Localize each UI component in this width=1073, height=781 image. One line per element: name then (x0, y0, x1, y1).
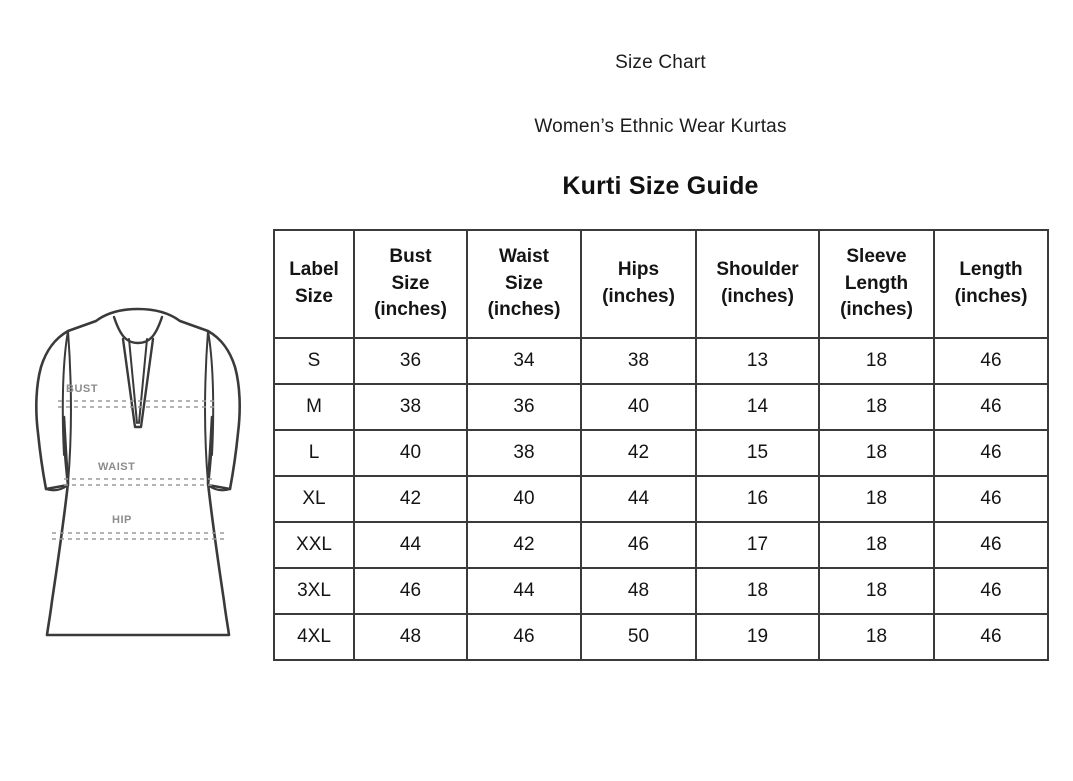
table-row: 4XL 48 46 50 19 18 46 (273, 613, 1049, 661)
size-table: Label Size Bust Size (inches) Waist Size (inche… (273, 229, 1049, 661)
waist-measure-label: WAIST (98, 461, 135, 473)
column-header-line: (inches) (721, 286, 794, 307)
cell-waist: 34 (466, 337, 582, 385)
cell-label-size: S (273, 337, 355, 385)
cell-label-size: L (273, 429, 355, 477)
cell-sleeve_length: 18 (818, 475, 935, 523)
column-header-line: Shoulder (716, 259, 799, 281)
size-table-body: S 36 34 38 13 18 46 M 38 36 40 14 18 46 L 40 38 42 15 18 46 X… (273, 337, 1049, 661)
cell-sleeve_length: 18 (818, 613, 935, 661)
cell-shoulder: 19 (695, 613, 820, 661)
column-header-bust: Bust Size (inches) (353, 229, 468, 339)
size-table-header: Label Size Bust Size (inches) Waist Size (inche… (273, 229, 1049, 339)
size-table-container: Label Size Bust Size (inches) Waist Size (inche… (273, 229, 1049, 661)
column-header-line: Length (844, 272, 909, 294)
cell-length: 46 (933, 475, 1049, 523)
cell-length: 46 (933, 567, 1049, 615)
column-header-line: Size (391, 272, 430, 294)
cell-hips: 38 (580, 337, 697, 385)
kurti-line-drawing: BUST WAIST HIP (35, 307, 241, 637)
column-header-length: Length (inches) (933, 229, 1049, 339)
cell-length: 46 (933, 383, 1049, 431)
column-header-line: Length (959, 259, 1023, 281)
cell-shoulder: 13 (695, 337, 820, 385)
column-header-line: Sleeve (846, 245, 907, 267)
cell-shoulder: 14 (695, 383, 820, 431)
cell-label-size: 3XL (273, 567, 355, 615)
subtitle: Women’s Ethnic Wear Kurtas (534, 116, 787, 137)
column-header-sleeve_length: Sleeve Length (inches) (818, 229, 935, 339)
column-header-line: (inches) (602, 286, 675, 307)
column-header-line: Hips (617, 259, 660, 281)
column-header-line: Waist (499, 245, 549, 267)
table-row: XL 42 40 44 16 18 46 (273, 475, 1049, 523)
cell-bust: 38 (353, 383, 468, 431)
column-header-waist: Waist Size (inches) (466, 229, 582, 339)
table-row: M 38 36 40 14 18 46 (273, 383, 1049, 431)
cell-label-size: XXL (273, 521, 355, 569)
cell-shoulder: 15 (695, 429, 820, 477)
cell-sleeve_length: 18 (818, 337, 935, 385)
cell-bust: 46 (353, 567, 468, 615)
cell-sleeve_length: 18 (818, 567, 935, 615)
cell-hips: 46 (580, 521, 697, 569)
cell-shoulder: 16 (695, 475, 820, 523)
cell-sleeve_length: 18 (818, 383, 935, 431)
cell-shoulder: 18 (695, 567, 820, 615)
hip-measure-label: HIP (112, 514, 132, 526)
column-header-shoulder: Shoulder (inches) (695, 229, 820, 339)
page-title: Kurti Size Guide (562, 172, 759, 200)
table-row: XXL 44 42 46 17 18 46 (273, 521, 1049, 569)
cell-waist: 44 (466, 567, 582, 615)
column-header-line: (inches) (840, 299, 913, 321)
table-header-row: Label Size Bust Size (inches) Waist Size (inche… (273, 229, 1049, 339)
cell-waist: 46 (466, 613, 582, 661)
column-header-line: (inches) (954, 286, 1028, 307)
cell-hips: 42 (580, 429, 697, 477)
cell-length: 46 (933, 521, 1049, 569)
cell-shoulder: 17 (695, 521, 820, 569)
cell-hips: 40 (580, 383, 697, 431)
cell-sleeve_length: 18 (818, 521, 935, 569)
cell-length: 46 (933, 613, 1049, 661)
column-header-line: (inches) (487, 299, 561, 321)
cell-bust: 44 (353, 521, 468, 569)
cell-label-size: XL (273, 475, 355, 523)
cell-hips: 48 (580, 567, 697, 615)
cell-length: 46 (933, 337, 1049, 385)
column-header-line: Size (504, 272, 544, 294)
column-header-line: (inches) (374, 299, 447, 321)
cell-waist: 40 (466, 475, 582, 523)
cell-waist: 42 (466, 521, 582, 569)
cell-bust: 40 (353, 429, 468, 477)
cell-bust: 36 (353, 337, 468, 385)
eyebrow-title: Size Chart (615, 52, 706, 73)
cell-length: 46 (933, 429, 1049, 477)
column-header-line: Label (289, 259, 339, 281)
column-header-hips: Hips (inches) (580, 229, 697, 339)
cell-bust: 42 (353, 475, 468, 523)
bust-measure-label: BUST (66, 383, 98, 395)
cell-label-size: M (273, 383, 355, 431)
table-row: L 40 38 42 15 18 46 (273, 429, 1049, 477)
column-header-label_size: Label Size (273, 229, 355, 339)
cell-hips: 50 (580, 613, 697, 661)
cell-sleeve_length: 18 (818, 429, 935, 477)
cell-waist: 38 (466, 429, 582, 477)
table-row: S 36 34 38 13 18 46 (273, 337, 1049, 385)
cell-label-size: 4XL (273, 613, 355, 661)
table-row: 3XL 46 44 48 18 18 46 (273, 567, 1049, 615)
cell-waist: 36 (466, 383, 582, 431)
cell-hips: 44 (580, 475, 697, 523)
kurti-illustration: BUST WAIST HIP (22, 305, 254, 645)
column-header-line: Size (294, 286, 334, 307)
column-header-line: Bust (389, 245, 432, 267)
cell-bust: 48 (353, 613, 468, 661)
